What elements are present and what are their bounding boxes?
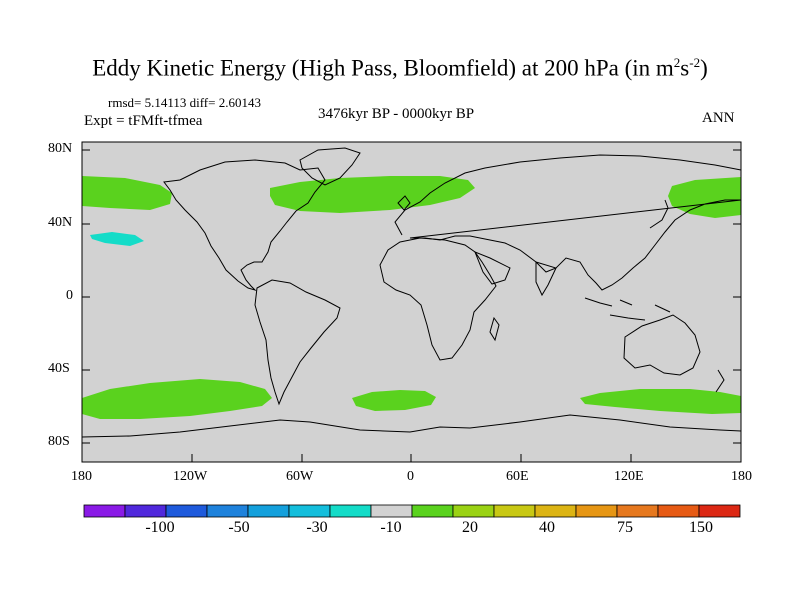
coastline-africa: [379, 237, 497, 361]
colorbar-swatch: [698, 504, 741, 518]
colorbar-swatch: [370, 504, 413, 518]
coastline-greenland: [299, 147, 361, 186]
colorbar-label: 20: [462, 519, 478, 536]
lat-label-40s: 40S: [48, 361, 70, 376]
lat-label-80s: 80S: [48, 434, 70, 449]
lat-label-40n: 40N: [48, 215, 73, 230]
figure-title: Eddy Kinetic Energy (High Pass, Bloomfie…: [0, 55, 800, 82]
lat-label-80n: 80N: [48, 141, 73, 156]
colorbar-swatch: [534, 504, 577, 518]
colorbar-swatch: [165, 504, 208, 518]
period-label: 3476kyr BP - 0000kyr BP: [318, 106, 475, 122]
coastline-south-america: [254, 279, 341, 406]
colorbar-swatch: [329, 504, 372, 518]
colorbar: [83, 504, 741, 518]
colorbar-swatch: [247, 504, 290, 518]
colorbar-label: 150: [689, 519, 713, 536]
lat-label-0: 0: [66, 288, 73, 303]
region-northwest-pacific: [668, 177, 741, 218]
coastline-indonesia: [584, 297, 671, 321]
experiment-label: Expt = tFMft-tfmea: [84, 113, 203, 129]
lon-label-180e: 180: [731, 469, 752, 484]
lon-label-180w: 180: [71, 469, 92, 484]
coastline-antarctica: [81, 414, 742, 438]
colorbar-swatch: [452, 504, 495, 518]
title-close: ): [700, 55, 708, 81]
colorbar-label: -30: [306, 519, 328, 536]
region-south-atlantic: [352, 390, 436, 411]
coastline-japan: [649, 199, 669, 229]
colorbar-label: -10: [380, 519, 402, 536]
lon-label-0: 0: [407, 469, 414, 484]
colorbar-swatch: [411, 504, 454, 518]
lon-label-60e: 60E: [506, 469, 529, 484]
lon-label-120e: 120E: [614, 469, 644, 484]
colorbar-swatch: [206, 504, 249, 518]
coastline-eurasia: [394, 154, 742, 291]
title-sup2: -2: [689, 55, 701, 70]
region-north-pacific: [82, 176, 172, 210]
coastline-new-zealand: [715, 369, 725, 393]
coastline-arabia: [474, 251, 511, 285]
title-sup1: 2: [673, 55, 681, 70]
region-south-indian: [580, 389, 741, 414]
title-main: Eddy Kinetic Energy (High Pass, Bloomfie…: [92, 55, 674, 81]
stats-line: rmsd= 5.14113 diff= 2.60143: [108, 95, 261, 110]
lon-label-120w: 120W: [173, 469, 208, 484]
coastline-india: [535, 261, 557, 297]
colorbar-swatch: [616, 504, 659, 518]
colorbar-label: -100: [145, 519, 175, 536]
colorbar-swatch: [288, 504, 331, 518]
colorbar-label: -50: [228, 519, 250, 536]
colorbar-swatch: [575, 504, 618, 518]
colorbar-swatch: [124, 504, 167, 518]
lon-axis: [81, 454, 742, 462]
title-mid: s: [680, 55, 690, 81]
coastlines: [81, 147, 742, 438]
colorbar-label: 75: [617, 519, 633, 536]
season-label: ANN: [702, 110, 735, 126]
region-northeast-pacific-negative: [90, 232, 144, 246]
coastline-australia: [623, 314, 701, 376]
colorbar-swatch: [83, 504, 126, 518]
lat-axis: [82, 149, 741, 444]
region-south-pacific: [82, 379, 272, 419]
coastline-madagascar: [489, 316, 500, 342]
colorbar-swatch: [657, 504, 700, 518]
lon-label-60w: 60W: [286, 469, 314, 484]
colorbar-swatch: [493, 504, 536, 518]
coastline-british-isles: [397, 195, 411, 211]
coastline-north-america: [163, 159, 326, 292]
colorbar-label: 40: [539, 519, 555, 536]
